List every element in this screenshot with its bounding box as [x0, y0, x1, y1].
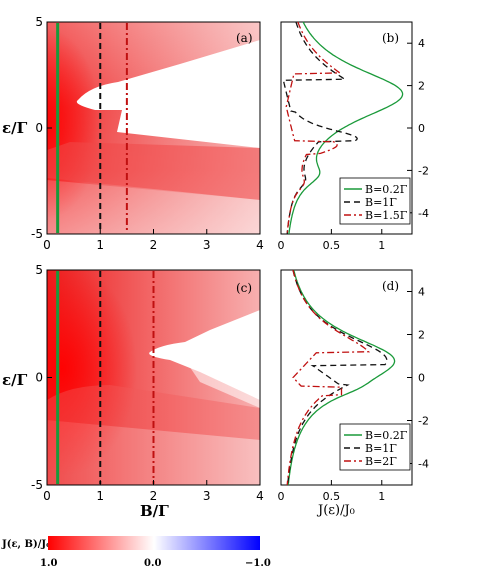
panel-b-series-0	[288, 21, 404, 235]
panel-b-legend-label-2: B=1.5Γ	[365, 209, 408, 222]
panel-c-xtick-2: 2	[150, 489, 158, 503]
panel-d-legend-box	[339, 423, 411, 471]
panel-b-xtick-2: 1	[378, 239, 385, 252]
panel-d-series-1	[286, 269, 388, 486]
panel-b-xtick-0: 0	[278, 239, 285, 252]
panel-d-legend-label-1: B=1Γ	[365, 442, 397, 455]
panel-b-lineplot: 0 0.5 1 -4 -2 0 2 4 (b) B=0.2ΓB=1ΓB=1.5Γ	[278, 21, 429, 252]
panel-d-ytick-0: -4	[418, 458, 429, 471]
colorbar-gradient	[48, 536, 260, 550]
panel-b-ytick-2: 0	[418, 122, 425, 135]
panel-a-xtick-2: 2	[150, 238, 158, 252]
panel-d-ytick-4: 4	[418, 286, 425, 299]
panel-b-legend: B=0.2ΓB=1ΓB=1.5Γ	[339, 177, 411, 225]
panel-c-ylabel: ε/Γ	[2, 371, 28, 389]
panel-a-heatmap: 0 1 2 3 4-505 (a)	[31, 15, 264, 252]
panel-d-series-0	[287, 269, 396, 486]
panel-c-label: (c)	[236, 281, 252, 295]
panel-d-lineplot: 0 0.5 1 -4 -2 0 2 4 (d) B=0.2ΓB=1ΓB=2Γ	[278, 269, 429, 503]
panel-c-xtick-1: 1	[96, 489, 104, 503]
panel-d-xtick-0: 0	[278, 490, 285, 503]
panel-b-ytick-4: 4	[418, 37, 425, 50]
colorbar-tick-min: −1.0	[245, 558, 271, 569]
panel-b-ytick-0: -4	[418, 207, 429, 220]
panel-a-xtick-4: 4	[256, 238, 264, 252]
panel-a-label: (a)	[236, 31, 253, 45]
colorbar-label: J(ε, B)/J₀	[1, 539, 51, 550]
panel-a-xtick-3: 3	[203, 238, 211, 252]
panel-c-xtick-3: 3	[203, 489, 211, 503]
panel-d-legend-label-0: B=0.2Γ	[365, 429, 408, 442]
panel-d-label: (d)	[382, 279, 399, 293]
panel-c-xlabel: B/Γ	[140, 502, 169, 520]
panel-d-xtick-1: 0.5	[323, 490, 341, 503]
panel-b-legend-label-1: B=1Γ	[365, 196, 397, 209]
panel-d-ytick-1: -2	[418, 415, 429, 428]
panel-c-xtick-0: 0	[43, 489, 51, 503]
panel-b-ytick-1: -2	[418, 164, 429, 177]
panel-d-legend: B=0.2ΓB=1ΓB=2Γ	[339, 423, 411, 471]
panel-a-ytick-2: 5	[35, 15, 43, 29]
panel-c-ytick-2: 5	[35, 263, 43, 277]
panel-a-ylabel: ε/Γ	[2, 119, 28, 137]
panel-b-xtick-1: 0.5	[323, 239, 341, 252]
panel-d-ytick-2: 0	[418, 372, 425, 385]
panel-d-xlabel: J(ε)/J₀	[316, 503, 355, 518]
panel-c-xtick-4: 4	[256, 489, 264, 503]
panel-c-ytick-1: 0	[35, 371, 43, 385]
colorbar-tick-max: 1.0	[40, 558, 57, 569]
panel-d-xtick-2: 1	[378, 490, 385, 503]
panel-d-legend-label-2: B=2Γ	[365, 455, 397, 468]
panel-a-xtick-1: 1	[96, 238, 104, 252]
panel-b-label: (b)	[382, 31, 399, 45]
panel-a-ytick-1: 0	[35, 121, 43, 135]
heatmap-c-hotspot	[47, 270, 197, 485]
panel-d-ytick-3: 2	[418, 329, 425, 342]
heatmap-c-faint-region	[185, 360, 260, 408]
colorbar: J(ε, B)/J₀ 1.0 0.0 −1.0	[1, 536, 271, 569]
panel-b-series-2	[285, 21, 342, 235]
panel-c-ytick-0: -5	[31, 478, 43, 492]
panel-d-series-2	[286, 269, 371, 486]
panel-b-ytick-3: 2	[418, 80, 425, 93]
heatmap-a-white-region	[76, 40, 260, 148]
panel-a-xtick-0: 0	[43, 238, 51, 252]
colorbar-tick-mid: 0.0	[144, 558, 161, 569]
panel-b-series-1	[282, 21, 358, 235]
panel-a-ytick-0: -5	[31, 227, 43, 241]
panel-c-heatmap: 0 1 2 3 4-505 (c)	[31, 263, 264, 503]
panel-b-legend-box	[339, 177, 411, 225]
panel-b-legend-label-0: B=0.2Γ	[365, 183, 408, 196]
